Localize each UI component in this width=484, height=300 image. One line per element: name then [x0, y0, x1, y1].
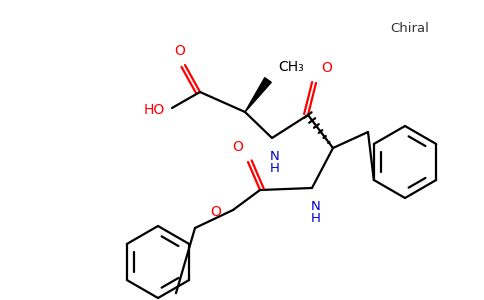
Text: O: O — [175, 44, 185, 58]
Text: O: O — [321, 61, 332, 75]
Text: CH₃: CH₃ — [278, 60, 304, 74]
Polygon shape — [245, 78, 271, 112]
Text: O: O — [210, 205, 221, 219]
Text: N
H: N H — [311, 200, 321, 225]
Text: Chiral: Chiral — [390, 22, 429, 35]
Text: HO: HO — [143, 103, 165, 117]
Text: N
H: N H — [270, 150, 280, 175]
Text: O: O — [232, 140, 243, 154]
